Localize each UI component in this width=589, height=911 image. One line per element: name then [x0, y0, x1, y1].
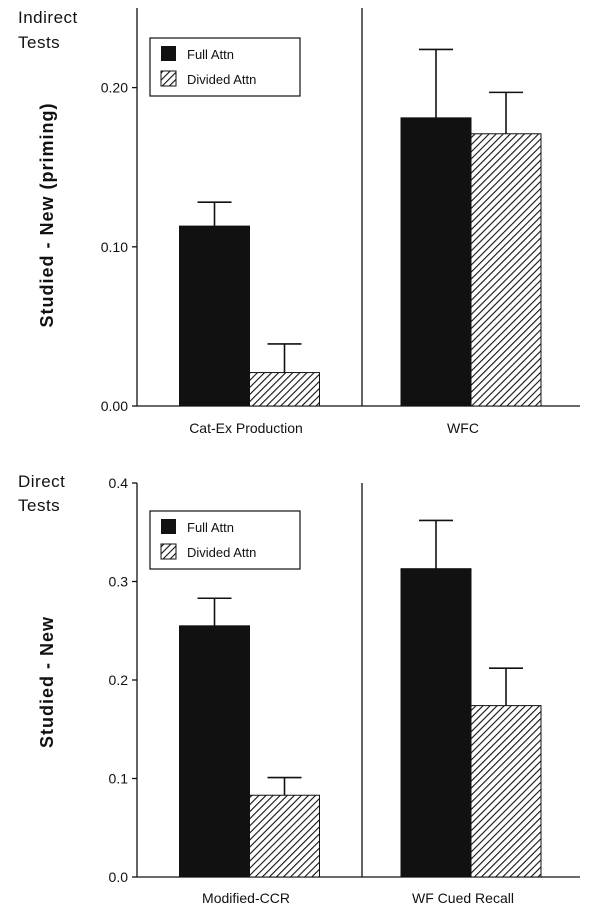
- top-legend-label-divided: Divided Attn: [187, 72, 256, 87]
- bottom-bar-full-1: [179, 625, 250, 878]
- top-section-label-line2: Tests: [18, 33, 60, 52]
- top-y-tick-label: 0.10: [101, 239, 128, 255]
- bottom-category-label-2: WF Cued Recall: [412, 890, 514, 906]
- bottom-category-label-1: Modified-CCR: [202, 890, 290, 906]
- top-bar-full-1: [179, 225, 250, 407]
- top-bar-divided-1: [249, 372, 320, 407]
- bottom-legend-label-divided: Divided Attn: [187, 545, 256, 560]
- top-category-label-2: WFC: [447, 420, 479, 436]
- top-section-label-line1: Indirect: [18, 8, 78, 27]
- top-category-label-1: Cat-Ex Production: [189, 420, 303, 436]
- bottom-y-tick-label: 0.3: [109, 574, 129, 590]
- top-y-axis-label: Studied - New (priming): [37, 103, 57, 328]
- bottom-section-label-line2: Tests: [18, 496, 60, 515]
- bottom-legend: Full Attn Divided Attn: [149, 510, 301, 570]
- chart-marks: 0.00 0.10 0.20 0.0 0.1 0.2 0.3 0.4: [101, 8, 580, 885]
- bottom-y-tick-label: 0.0: [109, 869, 129, 885]
- top-legend-label-full: Full Attn: [187, 47, 234, 62]
- top-bar-divided-2: [470, 133, 542, 407]
- bottom-y-tick-label: 0.4: [109, 475, 129, 491]
- bottom-bar-full-2: [400, 568, 472, 878]
- top-bar-full-2: [400, 117, 472, 407]
- bottom-section-label-line1: Direct: [18, 472, 65, 491]
- bottom-legend-label-full: Full Attn: [187, 520, 234, 535]
- top-y-tick-label: 0.00: [101, 398, 128, 414]
- bottom-y-axis-label: Studied - New: [37, 616, 57, 748]
- bottom-panel: Direct Tests Studied - New Modified-CCR …: [18, 472, 514, 906]
- bottom-bar-divided-1: [249, 794, 320, 878]
- bottom-legend-swatch-full: [161, 519, 176, 534]
- bottom-y-tick-label: 0.1: [109, 771, 129, 787]
- top-legend-swatch-full: [161, 46, 176, 61]
- bottom-bar-divided-2: [470, 705, 542, 878]
- bottom-legend-swatch-divided: [160, 543, 177, 560]
- top-legend: Full Attn Divided Attn: [149, 37, 301, 97]
- top-legend-swatch-divided: [160, 70, 177, 87]
- top-panel: Indirect Tests Studied - New (priming) C…: [18, 8, 479, 436]
- top-y-tick-label: 0.20: [101, 80, 128, 96]
- bottom-y-tick-label: 0.2: [109, 672, 129, 688]
